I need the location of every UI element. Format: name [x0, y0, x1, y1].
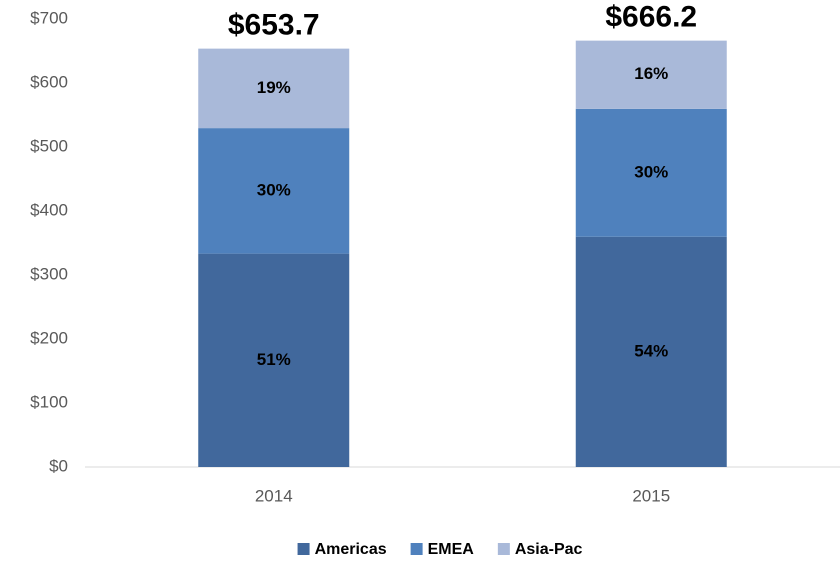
total-label: $666.2 — [605, 1, 697, 34]
data-label: 30% — [634, 162, 668, 181]
total-label: $653.7 — [228, 9, 320, 42]
bar-segment — [198, 253, 350, 467]
legend-swatch — [297, 543, 310, 555]
legend-label: Americas — [315, 541, 387, 558]
x-tick-label: 2014 — [255, 486, 293, 505]
data-label: 30% — [257, 180, 291, 199]
data-label: 54% — [634, 341, 668, 360]
data-label: 51% — [257, 350, 291, 369]
bar-segment — [575, 236, 727, 467]
legend-label: Asia-Pac — [515, 541, 583, 558]
data-label: 16% — [634, 64, 668, 83]
bar-segment — [575, 40, 727, 109]
bar-segment — [198, 128, 350, 254]
y-tick-label: $600 — [30, 72, 68, 91]
y-tick-label: $700 — [30, 8, 68, 27]
data-label: 19% — [257, 78, 291, 97]
x-tick-label: 2015 — [632, 486, 670, 505]
bar-segment — [575, 108, 727, 237]
y-tick-label: $200 — [30, 328, 68, 347]
legend-swatch — [410, 543, 423, 555]
y-tick-label: $100 — [30, 392, 68, 411]
y-tick-label: $400 — [30, 200, 68, 219]
legend-swatch — [497, 543, 510, 555]
y-tick-label: $0 — [49, 456, 68, 475]
legend-label: EMEA — [428, 541, 475, 558]
bar-segment — [198, 48, 350, 129]
y-tick-label: $300 — [30, 264, 68, 283]
y-tick-label: $500 — [30, 136, 68, 155]
